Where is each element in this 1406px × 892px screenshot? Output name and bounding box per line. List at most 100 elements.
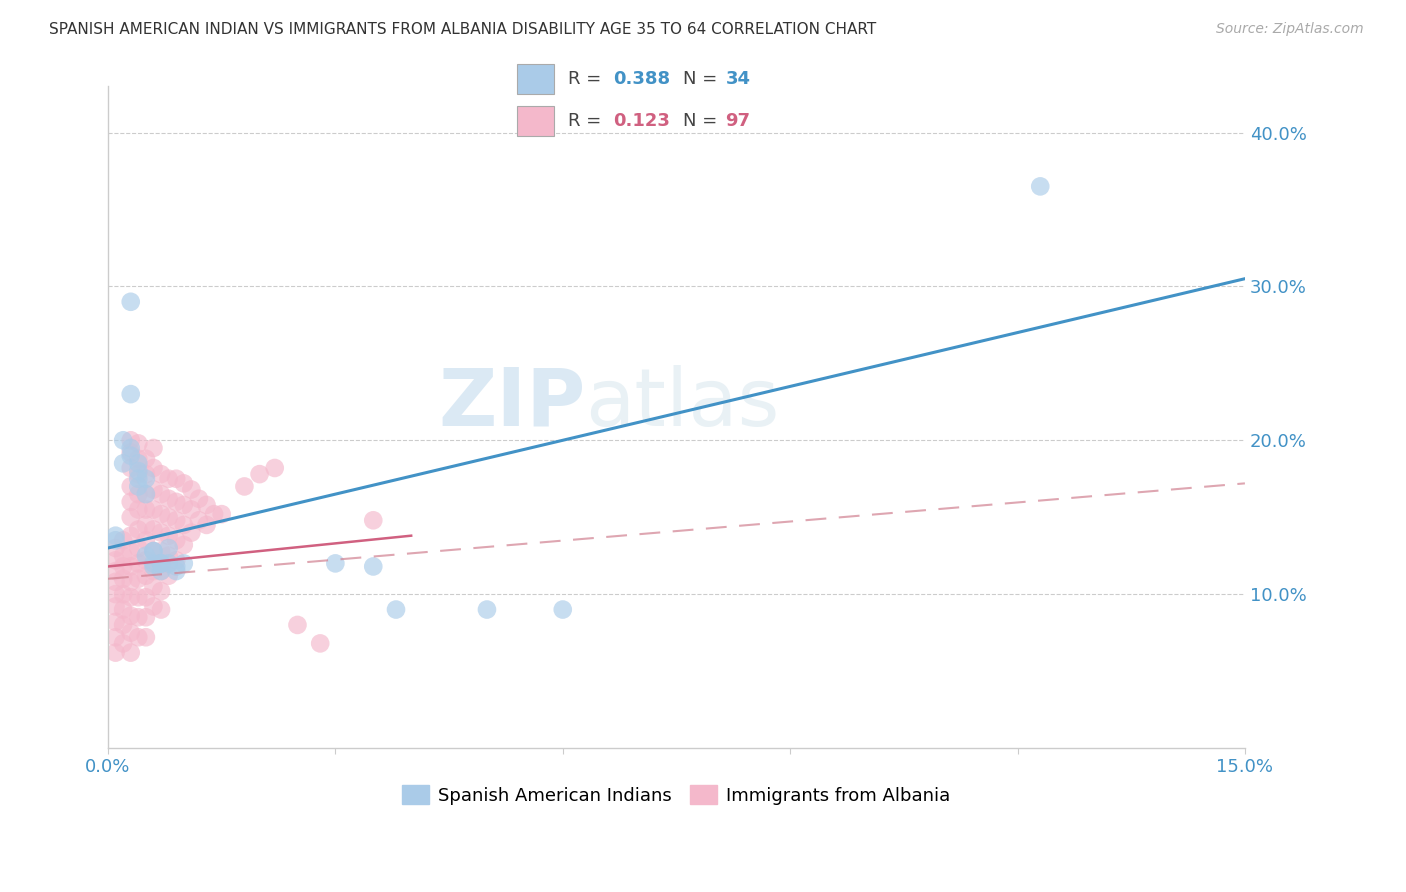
Point — [475, 602, 498, 616]
Point — [127, 572, 149, 586]
Point — [173, 557, 195, 571]
Point — [127, 436, 149, 450]
Point — [104, 564, 127, 578]
Point — [127, 472, 149, 486]
Point — [120, 479, 142, 493]
Point — [187, 513, 209, 527]
Text: N =: N = — [683, 70, 723, 87]
Point — [135, 487, 157, 501]
Point — [127, 541, 149, 555]
Point — [135, 553, 157, 567]
Point — [104, 529, 127, 543]
Point — [112, 456, 135, 470]
Point — [127, 487, 149, 501]
Point — [142, 441, 165, 455]
Point — [150, 557, 173, 571]
Point — [180, 502, 202, 516]
Point — [127, 523, 149, 537]
Point — [135, 610, 157, 624]
Point — [157, 510, 180, 524]
Text: Source: ZipAtlas.com: Source: ZipAtlas.com — [1216, 22, 1364, 37]
Text: atlas: atlas — [585, 365, 780, 443]
Point — [173, 476, 195, 491]
Point — [165, 559, 187, 574]
Point — [127, 464, 149, 478]
Point — [173, 517, 195, 532]
Point — [325, 557, 347, 571]
Point — [120, 625, 142, 640]
FancyBboxPatch shape — [517, 64, 554, 94]
Point — [150, 564, 173, 578]
Point — [142, 461, 165, 475]
Text: R =: R = — [568, 70, 607, 87]
Point — [150, 557, 173, 571]
Point — [157, 491, 180, 506]
Legend: Spanish American Indians, Immigrants from Albania: Spanish American Indians, Immigrants fro… — [395, 778, 957, 812]
Point — [120, 434, 142, 448]
Point — [127, 557, 149, 571]
Point — [157, 541, 180, 555]
Point — [150, 584, 173, 599]
Point — [120, 608, 142, 623]
Point — [150, 507, 173, 521]
Point — [165, 472, 187, 486]
Point — [165, 553, 187, 567]
Point — [135, 549, 157, 563]
Point — [135, 533, 157, 548]
Point — [157, 549, 180, 563]
Point — [104, 553, 127, 567]
Point — [233, 479, 256, 493]
Point — [1029, 179, 1052, 194]
Point — [112, 559, 135, 574]
Point — [165, 495, 187, 509]
Point — [551, 602, 574, 616]
Point — [120, 559, 142, 574]
Point — [127, 451, 149, 466]
Point — [120, 495, 142, 509]
Point — [135, 630, 157, 644]
Point — [211, 507, 233, 521]
Point — [150, 544, 173, 558]
Point — [142, 599, 165, 614]
Point — [150, 525, 173, 540]
Point — [142, 483, 165, 497]
Point — [112, 549, 135, 563]
Point — [127, 479, 149, 493]
Point — [112, 587, 135, 601]
Point — [142, 544, 165, 558]
Point — [135, 451, 157, 466]
Point — [120, 510, 142, 524]
Point — [157, 529, 180, 543]
Point — [142, 564, 165, 578]
Text: 97: 97 — [725, 112, 751, 130]
Point — [135, 467, 157, 482]
Point — [120, 387, 142, 401]
Point — [150, 564, 173, 578]
Point — [120, 646, 142, 660]
Point — [150, 602, 173, 616]
Point — [142, 559, 165, 574]
Point — [112, 618, 135, 632]
Point — [120, 544, 142, 558]
Point — [287, 618, 309, 632]
Point — [135, 472, 157, 486]
Point — [135, 517, 157, 532]
Point — [150, 557, 173, 571]
Point — [195, 498, 218, 512]
Point — [120, 294, 142, 309]
Point — [127, 502, 149, 516]
Point — [104, 587, 127, 601]
Point — [104, 574, 127, 589]
Point — [173, 498, 195, 512]
Point — [120, 449, 142, 463]
Point — [104, 615, 127, 629]
Text: 34: 34 — [725, 70, 751, 87]
Text: N =: N = — [683, 112, 723, 130]
Point — [127, 630, 149, 644]
Point — [135, 591, 157, 605]
Point — [142, 502, 165, 516]
Point — [157, 568, 180, 582]
Point — [385, 602, 408, 616]
Point — [142, 523, 165, 537]
Point — [309, 636, 332, 650]
